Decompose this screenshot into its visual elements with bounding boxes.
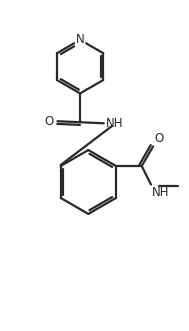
Text: N: N <box>76 33 84 46</box>
Text: NH: NH <box>105 117 123 130</box>
Text: NH: NH <box>152 186 170 199</box>
Text: O: O <box>44 115 54 128</box>
Text: O: O <box>155 132 164 145</box>
